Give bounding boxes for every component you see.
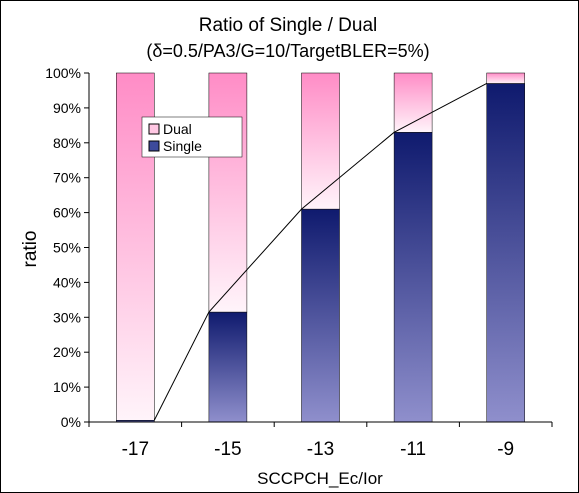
y-tick-label: 100% (45, 65, 81, 81)
bar-dual--9 (486, 72, 525, 84)
bar-single--11 (393, 132, 433, 423)
bar-dual--15 (208, 72, 248, 313)
bar-single--15 (208, 311, 248, 423)
y-tick-label: 20% (53, 344, 81, 360)
x-tick-label--17: -17 (122, 439, 149, 460)
y-tick-label: 90% (53, 100, 81, 116)
legend-dual-label: Dual (163, 121, 192, 137)
legend-single-swatch (148, 140, 160, 152)
legend-dual-swatch (148, 123, 160, 135)
single-trend-line (153, 83, 487, 421)
y-tick-label: 50% (53, 240, 81, 256)
x-tick-label--15: -15 (214, 439, 241, 460)
bar-single--9 (486, 83, 525, 423)
bar-dual--13 (301, 72, 340, 210)
x-tick-label--13: -13 (307, 439, 334, 460)
y-tick-label: 80% (53, 135, 81, 151)
legend: Dual Single (141, 116, 243, 158)
chart-title: Ratio of Single / Dual (199, 15, 378, 36)
x-tick-label--9: -9 (497, 439, 514, 460)
y-tick-label: 10% (53, 379, 81, 395)
x-axis-label: SCCPCH_Ec/Ior (257, 469, 383, 488)
y-tick-label: 60% (53, 205, 81, 221)
y-tick-label: 0% (61, 414, 81, 430)
bar-dual--11 (393, 72, 433, 133)
y-axis-label: ratio (20, 231, 41, 268)
y-tick-label: 40% (53, 274, 81, 290)
y-tick-label: 70% (53, 170, 81, 186)
bar-single--13 (301, 208, 340, 423)
y-tick-label: 30% (53, 309, 81, 325)
x-tick-label--11: -11 (400, 439, 426, 460)
chart-subtitle: (δ=0.5/PA3/G=10/TargetBLER=5%) (146, 41, 429, 61)
legend-single-label: Single (163, 138, 202, 154)
